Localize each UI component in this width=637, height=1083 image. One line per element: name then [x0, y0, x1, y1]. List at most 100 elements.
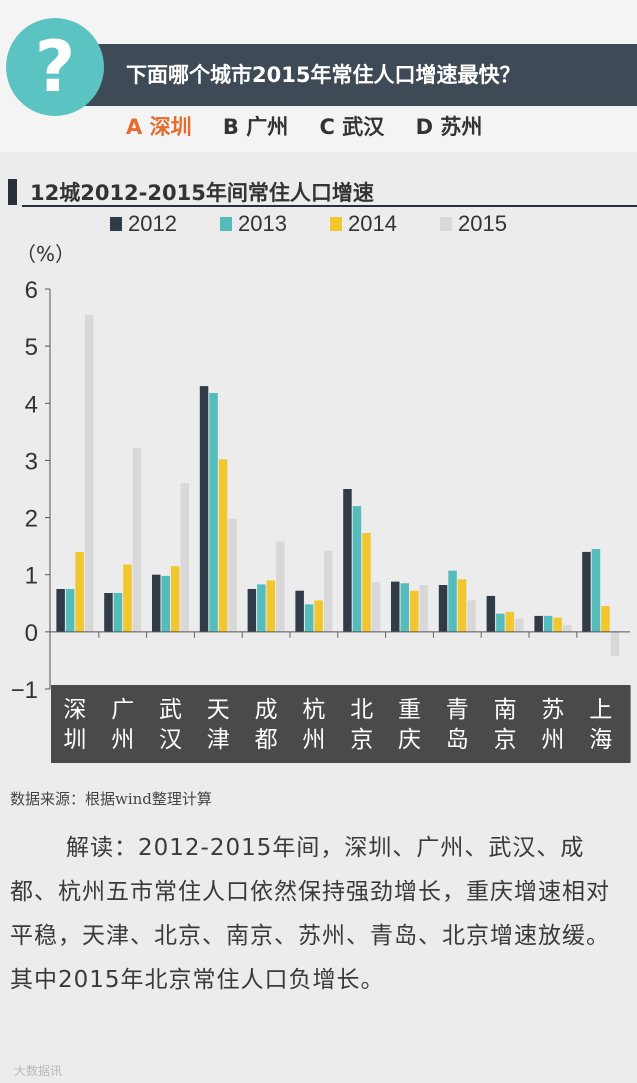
data-source: 数据来源：根据wind整理计算 [10, 790, 212, 808]
bar-青岛-2014 [457, 579, 467, 632]
category-label-char: 深 [63, 697, 86, 723]
category-label-char: 武 [159, 697, 182, 723]
bar-重庆-2012 [391, 581, 400, 632]
category-label-char: 上 [589, 697, 612, 723]
y-tick-label: −1 [11, 677, 38, 704]
option-b: B 广州 [222, 115, 289, 139]
category-label-char: 京 [494, 727, 517, 753]
question-text: 下面哪个城市2015年常住人口增速最快？ [126, 63, 521, 87]
category-label-char: 杭 [302, 697, 325, 723]
question-mark-icon: ? [6, 18, 104, 116]
legend-label-2015: 2015 [458, 211, 507, 236]
category-label-char: 北 [350, 697, 373, 723]
category-label-char: 岛 [446, 727, 469, 753]
bar-青岛-2013 [448, 570, 457, 632]
category-label-char: 庆 [398, 727, 421, 753]
bar-苏州-2012 [534, 615, 543, 632]
bar-武汉-2014 [171, 566, 180, 632]
option-d: D 苏州 [415, 115, 483, 139]
y-tick-label: 2 [25, 506, 38, 533]
y-tick-label: 1 [25, 563, 38, 590]
bar-南京-2014 [505, 611, 515, 632]
y-tick-label: 4 [25, 391, 38, 418]
bar-成都-2015 [276, 541, 285, 632]
legend-swatch-2013 [220, 217, 232, 231]
watermark: 大数据讯 [14, 1064, 63, 1078]
category-label-char: 州 [541, 727, 564, 753]
category-label-char: 圳 [63, 727, 86, 753]
title-underline [22, 205, 637, 207]
category-label-char: 津 [207, 727, 230, 753]
bar-杭州-2015 [323, 550, 333, 632]
analysis-text: 解读：2012-2015年间，深圳、广州、武汉、成都、杭州五市常住人口依然保持强… [10, 835, 610, 993]
bar-成都-2014 [266, 580, 276, 632]
bar-武汉-2013 [161, 575, 170, 632]
y-tick-label: 6 [25, 277, 38, 304]
bar-chart: 2012 2013 2014 2015（%）6543210−1深圳广州武汉天津成都杭州… [11, 211, 631, 763]
bar-青岛-2012 [438, 585, 448, 632]
y-tick-label: 0 [25, 620, 38, 647]
bar-重庆-2014 [410, 590, 419, 632]
legend-swatch-2012 [110, 217, 122, 231]
bar-南京-2012 [486, 595, 496, 632]
option-c: C 武汉 [319, 115, 385, 139]
category-label-char: 天 [207, 697, 230, 723]
bar-深圳-2014 [75, 551, 84, 632]
bar-成都-2013 [257, 584, 266, 632]
category-label-char: 广 [111, 697, 134, 723]
bar-天津-2012 [199, 386, 209, 632]
legend-swatch-2015 [440, 217, 452, 231]
bar-广州-2013 [113, 593, 123, 632]
bar-青岛-2015 [467, 600, 476, 632]
y-tick-label: 5 [25, 334, 38, 361]
bar-杭州-2012 [295, 590, 304, 632]
title-accent [8, 179, 17, 205]
bar-上海-2013 [591, 549, 601, 632]
bar-天津-2013 [209, 393, 218, 632]
legend-label-2012: 2012 [128, 211, 177, 236]
bar-杭州-2013 [304, 604, 314, 632]
bar-上海-2012 [582, 551, 591, 632]
category-label-char: 州 [111, 727, 134, 753]
bar-重庆-2015 [419, 585, 428, 632]
legend-label-2014: 2014 [348, 211, 397, 236]
answer-options: A 深圳 B 广州 C 武汉 D 苏州 [126, 110, 506, 144]
bar-上海-2014 [601, 606, 610, 632]
category-label-char: 都 [255, 727, 278, 753]
bar-武汉-2015 [180, 483, 189, 632]
bar-南京-2015 [515, 618, 524, 632]
y-tick-label: 3 [25, 448, 38, 475]
bar-苏州-2014 [553, 617, 562, 632]
legend-label-2013: 2013 [238, 211, 287, 236]
bar-苏州-2015 [562, 625, 572, 632]
bar-深圳-2015 [84, 314, 94, 632]
chart-title: 12城2012-2015年间常住人口增速 [30, 181, 374, 205]
bar-天津-2015 [228, 518, 237, 632]
bar-北京-2015 [371, 582, 381, 632]
bar-武汉-2012 [152, 574, 161, 632]
bar-广州-2014 [123, 564, 132, 632]
bar-深圳-2013 [65, 589, 75, 632]
category-label-char: 京 [350, 727, 373, 753]
bar-苏州-2013 [543, 615, 553, 632]
category-label-char: 青 [446, 697, 469, 723]
bar-北京-2014 [362, 533, 371, 632]
bar-北京-2013 [352, 506, 362, 632]
bar-北京-2012 [343, 489, 352, 632]
bar-天津-2014 [218, 459, 228, 632]
bar-重庆-2013 [400, 583, 409, 632]
category-label-band [51, 685, 631, 763]
category-label-char: 海 [589, 727, 612, 753]
category-label-char: 成 [255, 697, 278, 723]
bar-深圳-2012 [56, 589, 65, 632]
y-axis-label: （%） [16, 242, 75, 266]
bar-南京-2013 [496, 613, 505, 632]
category-label-char: 州 [302, 727, 325, 753]
option-a: A 深圳 [126, 115, 192, 139]
chart-title-bar: 12城2012-2015年间常住人口增速 [8, 175, 637, 207]
category-label-char: 重 [398, 697, 421, 723]
category-label-char: 汉 [159, 727, 182, 753]
legend-swatch-2014 [330, 217, 342, 231]
category-label-char: 南 [494, 697, 517, 723]
bar-广州-2015 [132, 447, 142, 632]
